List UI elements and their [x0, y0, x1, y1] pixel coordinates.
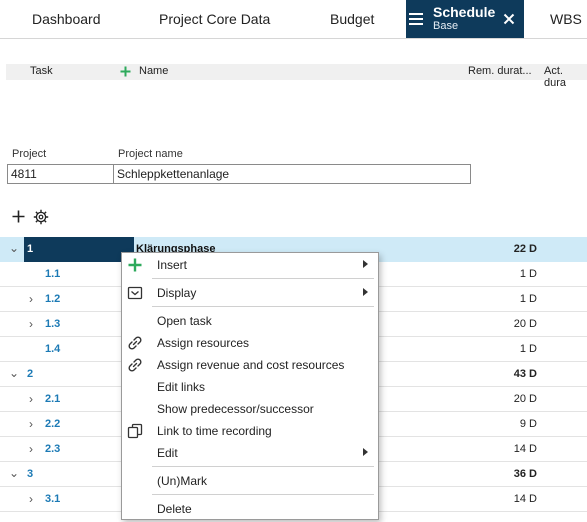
- task-number[interactable]: 1.4: [45, 343, 61, 355]
- task-duration: 1 D: [519, 343, 537, 355]
- task-duration: 9 D: [519, 418, 537, 430]
- tab-dashboard[interactable]: Dashboard: [32, 0, 101, 38]
- menu-item-label: Insert: [157, 258, 188, 272]
- tab-label: Budget: [330, 11, 375, 27]
- column-task[interactable]: Task: [30, 65, 53, 77]
- menu-item-assign-revenue-cost[interactable]: Assign revenue and cost resources: [122, 354, 378, 376]
- menu-item-open-task[interactable]: Open task: [122, 310, 378, 332]
- tab-label: WBS: [550, 11, 582, 27]
- tab-schedule[interactable]: Schedule Base: [406, 0, 524, 38]
- menu-item-label: Assign resources: [157, 336, 250, 350]
- menu-separator: [152, 494, 374, 495]
- context-menu: Insert Display Open task Assign resource…: [121, 252, 379, 520]
- task-number[interactable]: 2: [27, 368, 34, 380]
- task-number[interactable]: 1.1: [45, 268, 61, 280]
- chevron-down-icon[interactable]: ⌄: [9, 241, 20, 255]
- menu-item-label: Delete: [157, 502, 192, 516]
- add-icon[interactable]: [12, 210, 25, 223]
- menu-item-link-time-recording[interactable]: Link to time recording: [122, 420, 378, 442]
- task-duration: 1 D: [519, 293, 537, 305]
- chevron-right-icon[interactable]: ›: [29, 417, 33, 431]
- gear-icon[interactable]: [33, 209, 49, 225]
- task-duration: 20 D: [513, 393, 537, 405]
- chevron-down-icon[interactable]: ⌄: [9, 466, 20, 480]
- menu-item-edit[interactable]: Edit: [122, 442, 378, 464]
- chevron-right-icon[interactable]: ›: [29, 492, 33, 506]
- tab-label: Project Core Data: [159, 11, 271, 27]
- menu-item-label: Show predecessor/successor: [157, 402, 314, 416]
- tab-sublabel: Base: [433, 20, 459, 32]
- task-number[interactable]: 2.1: [45, 393, 61, 405]
- link-icon: [128, 358, 142, 372]
- task-duration: 1 D: [519, 268, 537, 280]
- menu-item-unmark[interactable]: (Un)Mark: [122, 470, 378, 492]
- task-number[interactable]: 1.3: [45, 318, 61, 330]
- chevron-right-icon[interactable]: ›: [29, 442, 33, 456]
- project-label: Project: [12, 148, 47, 160]
- project-name-label: Project name: [118, 148, 183, 160]
- task-number[interactable]: 2.3: [45, 443, 61, 455]
- menu-item-edit-links[interactable]: Edit links: [122, 376, 378, 398]
- menu-item-show-predecessor-successor[interactable]: Show predecessor/successor: [122, 398, 378, 420]
- menu-item-label: Assign revenue and cost resources: [157, 358, 345, 372]
- column-remaining-duration[interactable]: Rem. durat...: [468, 65, 532, 77]
- task-number[interactable]: 2.2: [45, 418, 61, 430]
- menu-item-label: Display: [157, 286, 197, 300]
- chevron-down-icon[interactable]: ⌄: [9, 366, 20, 380]
- menu-item-label: Edit: [157, 446, 178, 460]
- task-number[interactable]: 1.2: [45, 293, 61, 305]
- task-number[interactable]: 3: [27, 468, 34, 480]
- chevron-right-icon[interactable]: ›: [29, 317, 33, 331]
- project-name-field[interactable]: Schleppkettenanlage: [113, 164, 471, 184]
- menu-item-label: Open task: [157, 314, 212, 328]
- submenu-arrow-icon: [363, 288, 368, 296]
- task-number[interactable]: 3.1: [45, 493, 61, 505]
- column-header: Task Name Rem. durat... Act. dura: [6, 64, 587, 89]
- task-duration: 14 D: [513, 443, 537, 455]
- menu-item-insert[interactable]: Insert: [122, 254, 378, 276]
- tab-project-core-data[interactable]: Project Core Data: [159, 0, 270, 38]
- task-duration: 14 D: [513, 493, 537, 505]
- menu-item-label: Edit links: [157, 380, 206, 394]
- tab-label: Schedule: [433, 4, 496, 20]
- row-selection: [24, 237, 134, 262]
- chevron-right-icon[interactable]: ›: [29, 392, 33, 406]
- link-icon: [128, 336, 142, 350]
- task-number[interactable]: 1: [27, 243, 34, 255]
- tab-label: Dashboard: [32, 11, 101, 27]
- task-duration: 20 D: [513, 318, 537, 330]
- menu-separator: [152, 278, 374, 279]
- tab-bar: Dashboard Project Core Data Budget Sched…: [0, 0, 587, 39]
- display-icon: [127, 286, 143, 300]
- close-icon[interactable]: [503, 13, 515, 25]
- menu-item-display[interactable]: Display: [122, 282, 378, 304]
- menu-separator: [152, 466, 374, 467]
- menu-item-assign-resources[interactable]: Assign resources: [122, 332, 378, 354]
- tab-wbs[interactable]: WBS: [550, 0, 582, 38]
- task-duration: 22 D: [513, 243, 537, 255]
- chevron-right-icon[interactable]: ›: [29, 292, 33, 306]
- submenu-arrow-icon: [363, 260, 368, 268]
- plus-icon[interactable]: [120, 66, 131, 77]
- menu-item-delete[interactable]: Delete: [122, 498, 378, 520]
- submenu-arrow-icon: [363, 448, 368, 456]
- plus-icon: [128, 258, 142, 272]
- project-id-field[interactable]: 4811: [7, 164, 115, 184]
- task-duration: 36 D: [513, 468, 537, 480]
- column-actual-duration[interactable]: Act. dura: [544, 65, 567, 89]
- tab-budget[interactable]: Budget: [330, 0, 374, 38]
- menu-icon[interactable]: [409, 13, 423, 25]
- menu-item-label: (Un)Mark: [157, 474, 207, 488]
- menu-separator: [152, 306, 374, 307]
- menu-item-label: Link to time recording: [157, 424, 272, 438]
- copy-icon: [127, 423, 143, 439]
- column-name[interactable]: Name: [139, 65, 169, 77]
- task-duration: 43 D: [513, 368, 537, 380]
